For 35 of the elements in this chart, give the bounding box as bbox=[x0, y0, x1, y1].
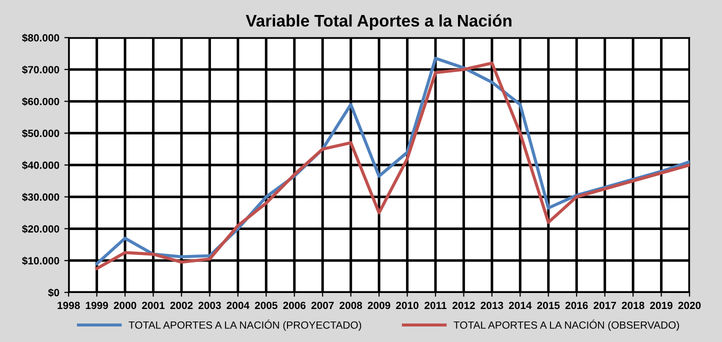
y-tick-label: $10.000 bbox=[22, 256, 60, 266]
x-tick-label: 2020 bbox=[678, 302, 701, 310]
y-tick-label: $50.000 bbox=[22, 129, 60, 138]
x-tick-label: 1998 bbox=[58, 302, 80, 310]
y-tick-label: $40.000 bbox=[22, 161, 60, 170]
y-tick-label: $80.000 bbox=[22, 34, 60, 42]
x-tick-label: 2008 bbox=[340, 302, 362, 310]
x-tick-label: 2005 bbox=[254, 302, 278, 310]
y-tick-label: $0 bbox=[48, 288, 60, 297]
y-tick-label: $20.000 bbox=[22, 224, 60, 234]
y-tick-label: $60.000 bbox=[22, 97, 60, 106]
legend-label: TOTAL APORTES A LA NACIÓN (OBSERVADO) bbox=[454, 320, 679, 331]
x-tick-label: 2013 bbox=[480, 302, 504, 310]
x-tick-label: 1999 bbox=[86, 302, 108, 310]
x-tick-label: 2016 bbox=[565, 302, 588, 310]
legend-label: TOTAL APORTES A LA NACIÓN (PROYECTADO) bbox=[128, 320, 362, 331]
x-tick-label: 2019 bbox=[650, 302, 672, 310]
x-tick-label: 2011 bbox=[424, 302, 447, 310]
x-tick-label: 2001 bbox=[142, 302, 165, 310]
x-tick-label: 2004 bbox=[226, 302, 250, 310]
x-tick-label: 2000 bbox=[114, 302, 136, 310]
x-tick-label: 2002 bbox=[170, 302, 193, 310]
x-tick-label: 2017 bbox=[594, 302, 616, 310]
x-tick-label: 2007 bbox=[311, 302, 334, 310]
x-tick-label: 2010 bbox=[396, 302, 418, 310]
y-tick-label: $30.000 bbox=[22, 192, 60, 202]
x-tick-label: 2006 bbox=[283, 302, 306, 310]
y-tick-label: $70.000 bbox=[22, 66, 60, 74]
chart-title: Variable Total Aportes a la Nación bbox=[246, 14, 512, 30]
x-tick-label: 2003 bbox=[198, 302, 221, 310]
x-tick-label: 2014 bbox=[508, 302, 532, 310]
x-tick-label: 2012 bbox=[452, 302, 475, 310]
x-tick-label: 2018 bbox=[622, 302, 644, 310]
x-tick-label: 2009 bbox=[368, 302, 390, 310]
x-tick-label: 2015 bbox=[537, 302, 560, 310]
